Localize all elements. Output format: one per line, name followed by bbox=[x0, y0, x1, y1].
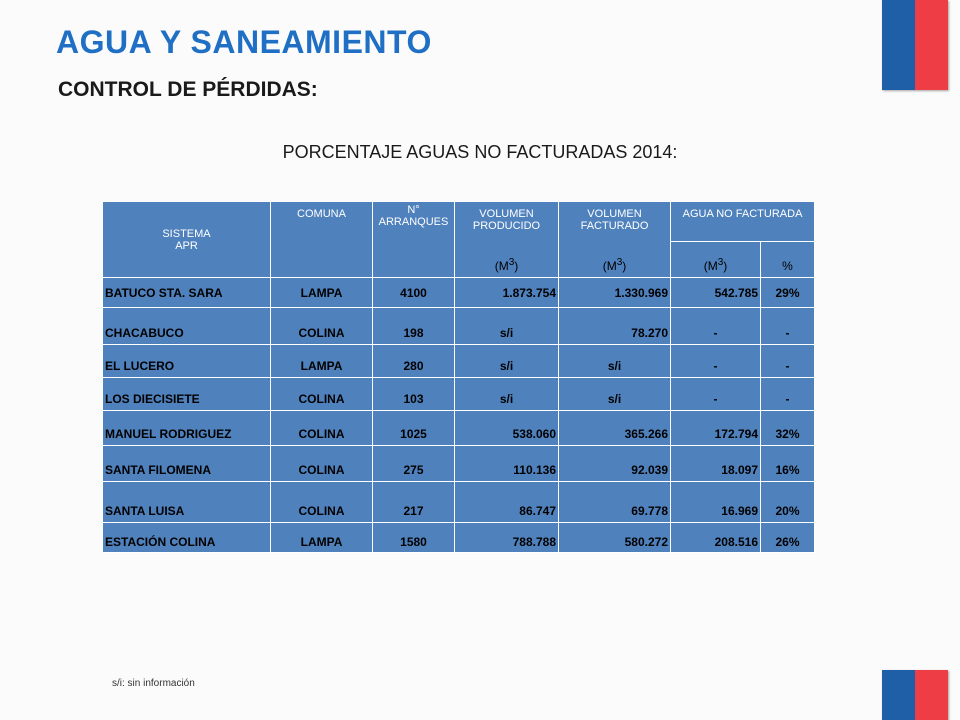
table-caption: PORCENTAJE AGUAS NO FACTURADAS 2014: bbox=[282, 142, 678, 162]
cell-producido: 86.747 bbox=[454, 481, 559, 523]
cell-arranques: 275 bbox=[372, 445, 455, 482]
cell-arranques: 217 bbox=[372, 481, 455, 523]
cell-producido: 788.788 bbox=[454, 522, 559, 553]
unit-m3-no-facturada: (M3) bbox=[670, 241, 761, 278]
cell-no-facturada-pct: 29% bbox=[759, 277, 816, 308]
header-comuna: COMUNA bbox=[270, 201, 373, 278]
unit-percent: % bbox=[759, 241, 816, 278]
cell-producido: 110.136 bbox=[454, 445, 559, 482]
table-row: LOS DIECISIETE COLINA 103 s/i s/i - - bbox=[102, 377, 816, 411]
cell-comuna: COLINA bbox=[270, 481, 373, 523]
table-row: EL LUCERO LAMPA 280 s/i s/i - - bbox=[102, 344, 816, 378]
cell-facturado: 69.778 bbox=[558, 481, 671, 523]
cell-producido: s/i bbox=[454, 344, 559, 378]
cell-sistema: BATUCO STA. SARA bbox=[102, 277, 271, 308]
cell-no-facturada-pct: 16% bbox=[759, 445, 816, 482]
header-volumen-producido: VOLUMEN PRODUCIDO bbox=[454, 201, 559, 242]
cell-no-facturada-pct: 32% bbox=[759, 410, 816, 446]
cell-sistema: SANTA FILOMENA bbox=[102, 445, 271, 482]
cell-no-facturada-pct: 20% bbox=[759, 481, 816, 523]
cell-no-facturada-m3: 18.097 bbox=[670, 445, 761, 482]
cell-no-facturada-pct: - bbox=[759, 344, 816, 378]
header-volumen-facturado: VOLUMEN FACTURADO bbox=[558, 201, 671, 242]
flag-decoration-top bbox=[882, 0, 948, 90]
cell-sistema: EL LUCERO bbox=[102, 344, 271, 378]
cell-comuna: COLINA bbox=[270, 410, 373, 446]
cell-facturado: 92.039 bbox=[558, 445, 671, 482]
cell-no-facturada-pct: 26% bbox=[759, 522, 816, 553]
water-loss-table: SISTEMA APR COMUNA N° ARRANQUES VOLUMEN … bbox=[102, 201, 816, 553]
cell-no-facturada-m3: 542.785 bbox=[670, 277, 761, 308]
cell-comuna: COLINA bbox=[270, 377, 373, 411]
table-row: CHACABUCO COLINA 198 s/i 78.270 - - bbox=[102, 307, 816, 345]
cell-no-facturada-m3: 172.794 bbox=[670, 410, 761, 446]
flag-blue-stripe bbox=[882, 0, 915, 90]
section-subtitle: CONTROL DE PÉRDIDAS: bbox=[58, 78, 318, 101]
cell-no-facturada-m3: 208.516 bbox=[670, 522, 761, 553]
cell-comuna: COLINA bbox=[270, 307, 373, 345]
cell-comuna: COLINA bbox=[270, 445, 373, 482]
cell-facturado: 365.266 bbox=[558, 410, 671, 446]
cell-sistema: ESTACIÓN COLINA bbox=[102, 522, 271, 553]
cell-facturado: s/i bbox=[558, 377, 671, 411]
cell-no-facturada-pct: - bbox=[759, 377, 816, 411]
cell-arranques: 1025 bbox=[372, 410, 455, 446]
table-row: SANTA LUISA COLINA 217 86.747 69.778 16.… bbox=[102, 481, 816, 523]
table-row: MANUEL RODRIGUEZ COLINA 1025 538.060 365… bbox=[102, 410, 816, 446]
cell-facturado: s/i bbox=[558, 344, 671, 378]
unit-m3-producido: (M3) bbox=[454, 241, 559, 278]
flag-red-stripe bbox=[915, 0, 948, 90]
cell-producido: s/i bbox=[454, 377, 559, 411]
cell-comuna: LAMPA bbox=[270, 344, 373, 378]
cell-facturado: 78.270 bbox=[558, 307, 671, 345]
cell-producido: s/i bbox=[454, 307, 559, 345]
table-row: SANTA FILOMENA COLINA 275 110.136 92.039… bbox=[102, 445, 816, 482]
flag-blue-stripe bbox=[882, 670, 915, 720]
header-arranques: N° ARRANQUES bbox=[372, 201, 455, 278]
table-row: BATUCO STA. SARA LAMPA 4100 1.873.754 1.… bbox=[102, 277, 816, 308]
cell-comuna: LAMPA bbox=[270, 522, 373, 553]
cell-arranques: 1580 bbox=[372, 522, 455, 553]
cell-sistema: MANUEL RODRIGUEZ bbox=[102, 410, 271, 446]
flag-decoration-bottom bbox=[882, 670, 948, 720]
header-agua-no-facturada: AGUA NO FACTURADA bbox=[669, 201, 816, 242]
cell-no-facturada-pct: - bbox=[759, 307, 816, 345]
footnote: s/i: sin información bbox=[112, 678, 195, 689]
cell-no-facturada-m3: - bbox=[670, 344, 761, 378]
flag-red-stripe bbox=[915, 670, 948, 720]
cell-no-facturada-m3: - bbox=[670, 307, 761, 345]
cell-producido: 538.060 bbox=[454, 410, 559, 446]
cell-sistema: CHACABUCO bbox=[102, 307, 271, 345]
cell-sistema: LOS DIECISIETE bbox=[102, 377, 271, 411]
cell-facturado: 1.330.969 bbox=[558, 277, 671, 308]
cell-no-facturada-m3: 16.969 bbox=[670, 481, 761, 523]
cell-comuna: LAMPA bbox=[270, 277, 373, 308]
cell-no-facturada-m3: - bbox=[670, 377, 761, 411]
header-sistema: SISTEMA APR bbox=[102, 201, 271, 278]
cell-arranques: 198 bbox=[372, 307, 455, 345]
cell-arranques: 4100 bbox=[372, 277, 455, 308]
page-title: AGUA Y SANEAMIENTO bbox=[56, 24, 432, 60]
unit-m3-facturado: (M3) bbox=[558, 241, 671, 278]
cell-arranques: 103 bbox=[372, 377, 455, 411]
cell-producido: 1.873.754 bbox=[454, 277, 559, 308]
cell-facturado: 580.272 bbox=[558, 522, 671, 553]
table-row: ESTACIÓN COLINA LAMPA 1580 788.788 580.2… bbox=[102, 522, 816, 553]
cell-arranques: 280 bbox=[372, 344, 455, 378]
cell-sistema: SANTA LUISA bbox=[102, 481, 271, 523]
